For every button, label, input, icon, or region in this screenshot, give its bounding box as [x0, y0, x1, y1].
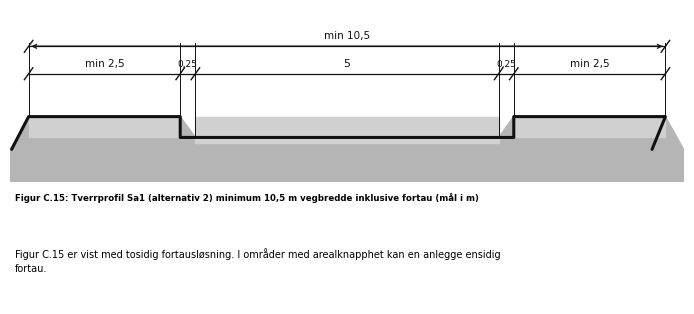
- Text: Figur C.15 er vist med tosidig fortausløsning. I områder med arealknapphet kan e: Figur C.15 er vist med tosidig fortauslø…: [15, 248, 501, 274]
- Text: 5: 5: [344, 59, 350, 69]
- Text: Figur C.15: Tverrprofil Sa1 (alternativ 2) minimum 10,5 m vegbredde inklusive fo: Figur C.15: Tverrprofil Sa1 (alternativ …: [15, 193, 479, 203]
- Polygon shape: [28, 116, 180, 138]
- Text: min 2,5: min 2,5: [85, 59, 124, 69]
- Text: min 2,5: min 2,5: [570, 59, 609, 69]
- Text: 0,25: 0,25: [178, 60, 198, 69]
- Text: min 10,5: min 10,5: [324, 31, 370, 41]
- Text: 0,25: 0,25: [496, 60, 516, 69]
- Polygon shape: [196, 116, 498, 143]
- Polygon shape: [10, 116, 684, 182]
- Polygon shape: [514, 116, 666, 138]
